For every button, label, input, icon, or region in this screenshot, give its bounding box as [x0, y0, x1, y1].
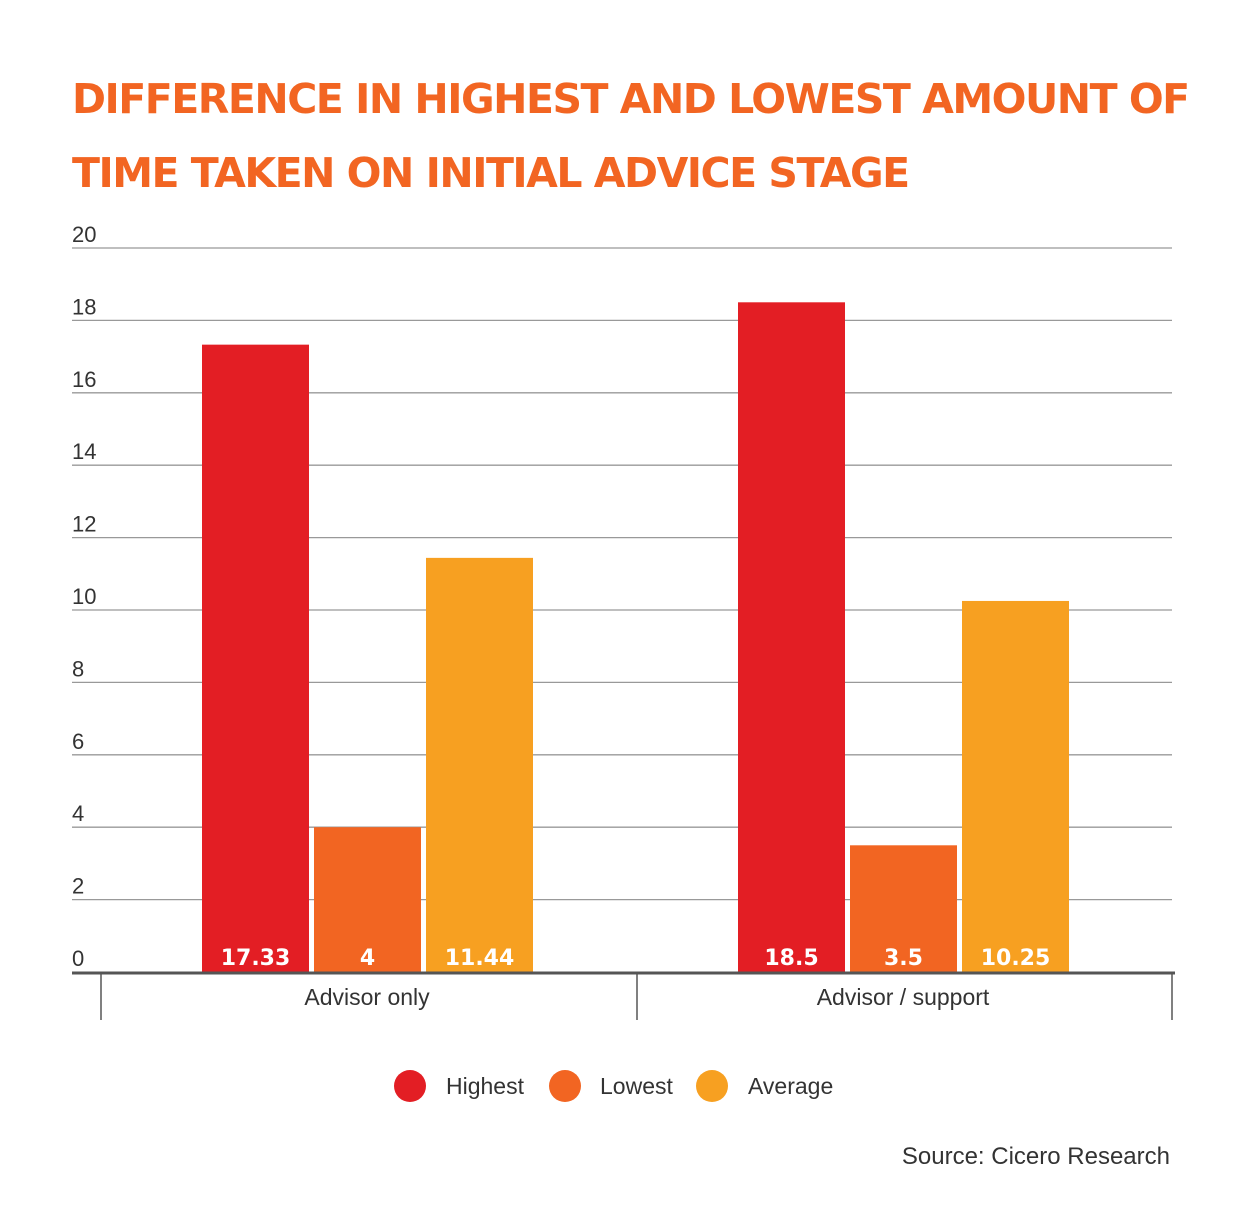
y-tick-label: 20: [72, 222, 96, 247]
data-label: 10.25: [981, 946, 1051, 971]
data-label: 11.44: [445, 946, 515, 971]
legend-swatch-highest: [394, 1070, 426, 1102]
legend: Highest Lowest Average: [394, 1070, 833, 1102]
legend-item-highest: Highest: [394, 1070, 525, 1102]
y-tick-label: 6: [72, 729, 84, 754]
y-tick-label: 0: [72, 946, 84, 971]
bar-average-1: [426, 557, 533, 972]
data-label: 17.33: [221, 946, 291, 971]
data-label: 18.5: [764, 946, 818, 971]
legend-label: Highest: [446, 1073, 525, 1099]
data-labels: 17.33 4 11.44 18.5 3.5 10.25: [221, 946, 1051, 971]
chart-title: DIFFERENCE IN HIGHEST AND LOWEST AMOUNT …: [72, 62, 1192, 210]
y-tick-label: 16: [72, 367, 96, 392]
legend-label: Lowest: [600, 1073, 673, 1099]
y-tick-label: 18: [72, 294, 96, 319]
y-tick-label: 2: [72, 874, 84, 899]
x-category-label: Advisor / support: [817, 984, 990, 1010]
data-label: 4: [360, 946, 375, 971]
x-category-label: Advisor only: [304, 984, 430, 1010]
y-axis-ticks: 0 2 4 6 8 10 12 14 16 18 20: [72, 222, 96, 971]
y-tick-label: 4: [72, 801, 84, 826]
legend-item-average: Average: [696, 1070, 833, 1102]
x-axis: Advisor only Advisor / support: [72, 971, 1175, 1020]
bar-average-2: [962, 600, 1069, 972]
source-note: Source: Cicero Research: [901, 1143, 1170, 1170]
legend-swatch-average: [696, 1070, 728, 1102]
y-tick-label: 8: [72, 656, 84, 681]
y-tick-label: 12: [72, 512, 96, 537]
chart-title-line-1: DIFFERENCE IN HIGHEST AND LOWEST AMOUNT …: [72, 75, 1190, 123]
y-tick-label: 10: [72, 584, 96, 609]
bar-highest-2: [738, 302, 845, 972]
y-tick-label: 14: [72, 439, 96, 464]
data-label: 3.5: [884, 946, 923, 971]
legend-swatch-lowest: [549, 1070, 581, 1102]
bars: [202, 302, 1069, 972]
bar-lowest-1: [314, 827, 421, 972]
legend-label: Average: [748, 1073, 833, 1099]
chart-title-line-2: TIME TAKEN ON INITIAL ADVICE STAGE: [72, 149, 910, 197]
bar-highest-1: [202, 344, 309, 972]
legend-item-lowest: Lowest: [549, 1070, 673, 1102]
bar-lowest-2: [850, 845, 957, 972]
